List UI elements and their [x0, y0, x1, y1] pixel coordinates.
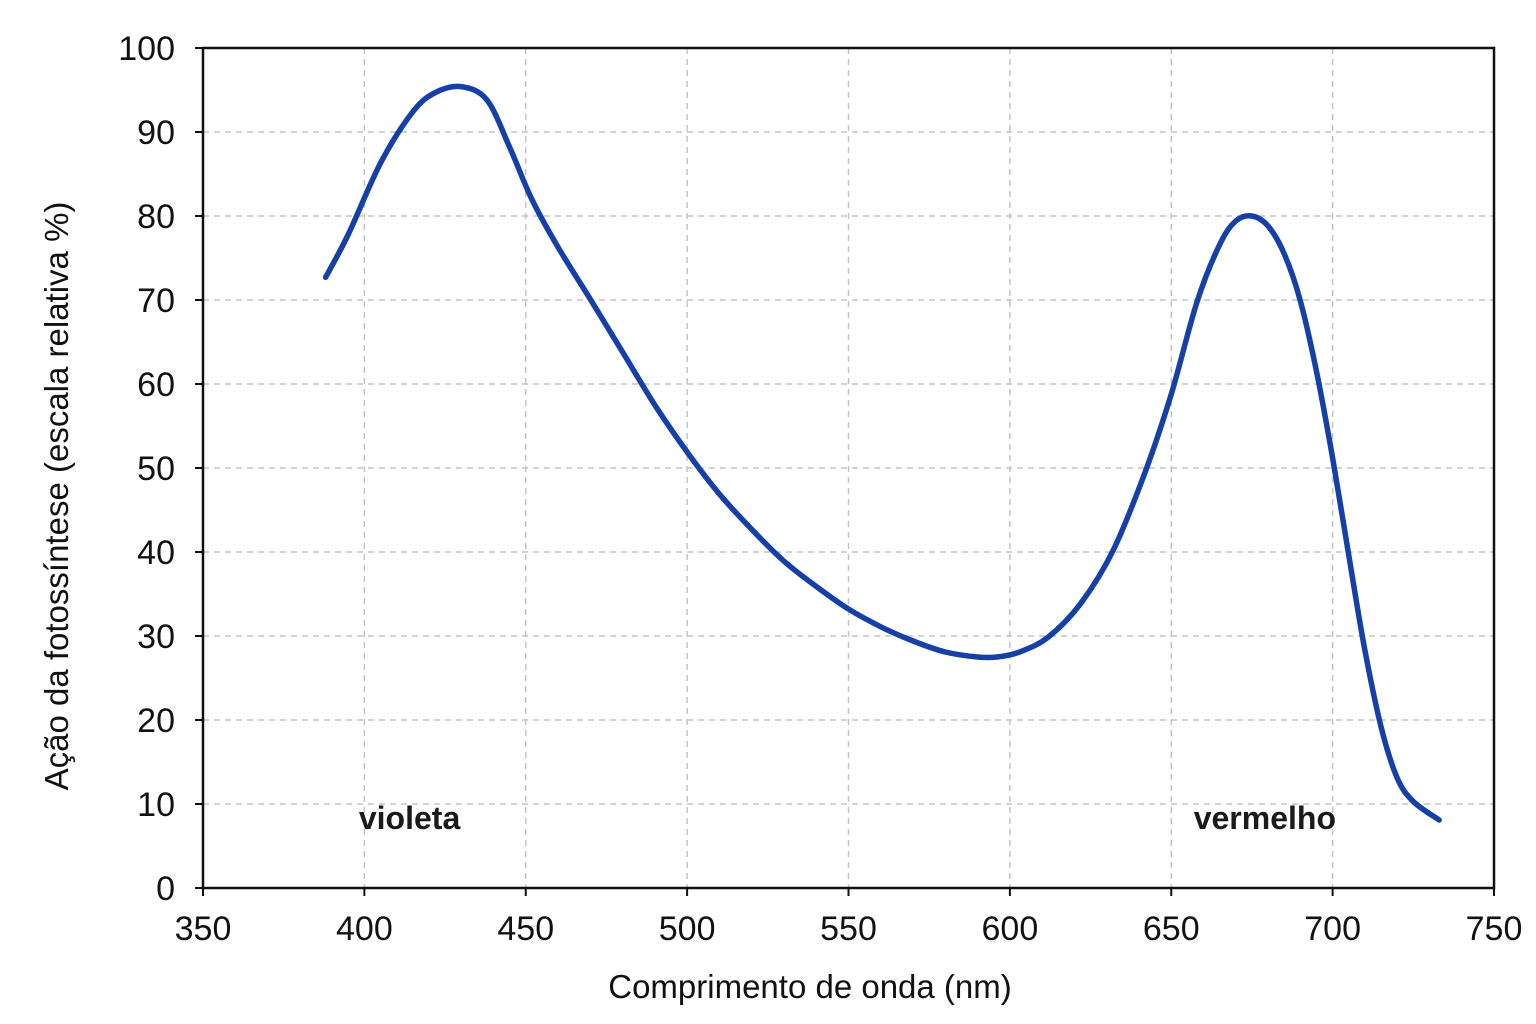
- y-tick-label: 80: [137, 198, 175, 236]
- x-axis-title: Comprimento de onda (nm): [608, 968, 1012, 1005]
- y-tick-label: 20: [137, 702, 175, 740]
- x-tick-label: 400: [336, 910, 393, 948]
- y-tick-label: 50: [137, 450, 175, 488]
- y-tick-label: 90: [137, 114, 175, 152]
- y-tick-label: 60: [137, 366, 175, 404]
- grid-lines: [203, 48, 1494, 888]
- x-tick-label: 650: [1143, 910, 1200, 948]
- axes-frame: [201, 46, 1496, 890]
- x-tick-label: 450: [497, 910, 554, 948]
- x-tick-label: 750: [1466, 910, 1523, 948]
- y-tick-label: 0: [156, 870, 175, 908]
- y-tick-label: 70: [137, 282, 175, 320]
- y-axis-title: Ação da fotossíntese (escala relativa %): [38, 202, 75, 791]
- x-tick-label: 550: [820, 910, 877, 948]
- axis-ticks: [195, 46, 1496, 896]
- x-tick-label: 600: [982, 910, 1039, 948]
- y-tick-label: 40: [137, 534, 175, 572]
- axis-labels: 350 400 450 500 550 600 650 700 750 0 10 20 30 40 50 60…: [118, 30, 1522, 948]
- annotation-label: vermelho: [1194, 800, 1336, 836]
- x-tick-label: 500: [659, 910, 716, 948]
- annotations: violeta vermelho: [359, 800, 1336, 836]
- x-tick-label: 350: [175, 910, 232, 948]
- y-tick-label: 100: [118, 30, 175, 68]
- series-line-0: [322, 83, 1442, 823]
- annotation-label: violeta: [359, 800, 461, 836]
- y-tick-label: 30: [137, 618, 175, 656]
- y-tick-label: 10: [137, 786, 175, 824]
- plot-area: [322, 83, 1442, 823]
- x-tick-label: 700: [1304, 910, 1361, 948]
